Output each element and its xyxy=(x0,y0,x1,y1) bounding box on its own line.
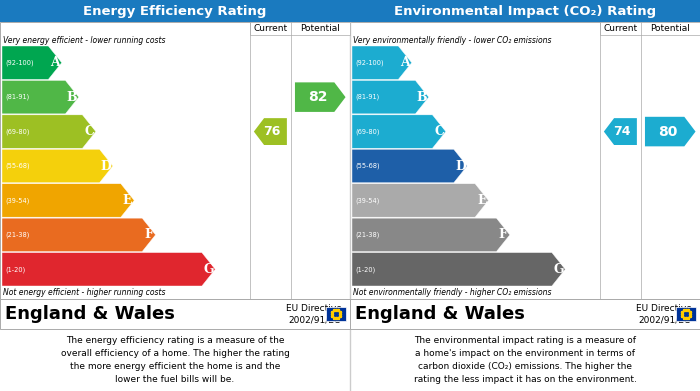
Bar xyxy=(251,22,350,35)
Text: (1-20): (1-20) xyxy=(5,266,25,273)
Text: (39-54): (39-54) xyxy=(5,197,29,204)
Bar xyxy=(350,22,700,299)
Polygon shape xyxy=(352,184,489,217)
Text: Potential: Potential xyxy=(300,24,340,33)
Polygon shape xyxy=(2,218,155,251)
Polygon shape xyxy=(2,149,113,183)
Polygon shape xyxy=(645,117,696,146)
Text: 74: 74 xyxy=(613,125,631,138)
Text: EU Directive
2002/91/EC: EU Directive 2002/91/EC xyxy=(286,303,342,325)
Text: (21-38): (21-38) xyxy=(355,231,379,238)
Polygon shape xyxy=(2,46,62,79)
Text: (21-38): (21-38) xyxy=(5,231,29,238)
Text: C: C xyxy=(84,125,94,138)
Text: D: D xyxy=(455,160,466,172)
Polygon shape xyxy=(352,46,412,79)
Text: 82: 82 xyxy=(308,90,328,104)
Polygon shape xyxy=(352,253,566,286)
Text: (69-80): (69-80) xyxy=(355,128,379,135)
Polygon shape xyxy=(352,115,446,148)
Text: (69-80): (69-80) xyxy=(5,128,29,135)
Text: F: F xyxy=(144,228,153,241)
Text: Energy Efficiency Rating: Energy Efficiency Rating xyxy=(83,5,267,18)
Text: D: D xyxy=(101,160,111,172)
Text: Very environmentally friendly - lower CO₂ emissions: Very environmentally friendly - lower CO… xyxy=(353,36,552,45)
Text: 76: 76 xyxy=(263,125,281,138)
Polygon shape xyxy=(295,83,346,112)
Bar xyxy=(601,22,700,35)
Text: (39-54): (39-54) xyxy=(355,197,379,204)
Text: Potential: Potential xyxy=(650,24,690,33)
Polygon shape xyxy=(352,149,467,183)
Text: Current: Current xyxy=(603,24,638,33)
Text: Current: Current xyxy=(253,24,288,33)
Text: G: G xyxy=(203,263,214,276)
Text: (92-100): (92-100) xyxy=(5,59,34,66)
Text: The environmental impact rating is a measure of
a home's impact on the environme: The environmental impact rating is a mea… xyxy=(414,336,636,384)
Text: Not energy efficient - higher running costs: Not energy efficient - higher running co… xyxy=(3,288,165,297)
Text: (81-91): (81-91) xyxy=(355,94,379,100)
Polygon shape xyxy=(2,184,134,217)
Polygon shape xyxy=(254,118,287,145)
Text: 80: 80 xyxy=(658,125,678,138)
Text: C: C xyxy=(434,125,444,138)
Text: (1-20): (1-20) xyxy=(355,266,375,273)
Polygon shape xyxy=(352,218,510,251)
Polygon shape xyxy=(604,118,637,145)
Bar xyxy=(0,22,350,299)
Text: A: A xyxy=(400,56,410,69)
Text: E: E xyxy=(122,194,132,207)
Bar xyxy=(676,307,696,321)
Text: Environmental Impact (CO₂) Rating: Environmental Impact (CO₂) Rating xyxy=(394,5,656,18)
Bar xyxy=(350,0,700,22)
Polygon shape xyxy=(2,81,79,114)
Text: The energy efficiency rating is a measure of the
overall efficiency of a home. T: The energy efficiency rating is a measur… xyxy=(61,336,289,384)
Text: F: F xyxy=(498,228,508,241)
Text: Not environmentally friendly - higher CO₂ emissions: Not environmentally friendly - higher CO… xyxy=(353,288,552,297)
Text: (55-68): (55-68) xyxy=(355,163,379,169)
Text: B: B xyxy=(416,91,428,104)
Text: (92-100): (92-100) xyxy=(355,59,384,66)
Text: E: E xyxy=(477,194,486,207)
Bar xyxy=(326,307,346,321)
Polygon shape xyxy=(352,81,429,114)
Text: England & Wales: England & Wales xyxy=(355,305,525,323)
Bar xyxy=(350,299,700,329)
Bar xyxy=(0,0,350,22)
Polygon shape xyxy=(2,115,96,148)
Text: Very energy efficient - lower running costs: Very energy efficient - lower running co… xyxy=(3,36,165,45)
Text: (55-68): (55-68) xyxy=(5,163,29,169)
Text: EU Directive
2002/91/EC: EU Directive 2002/91/EC xyxy=(636,303,692,325)
Text: G: G xyxy=(553,263,564,276)
Text: (81-91): (81-91) xyxy=(5,94,29,100)
Text: B: B xyxy=(66,91,78,104)
Text: A: A xyxy=(50,56,60,69)
Polygon shape xyxy=(2,253,216,286)
Text: England & Wales: England & Wales xyxy=(5,305,175,323)
Bar xyxy=(0,299,350,329)
